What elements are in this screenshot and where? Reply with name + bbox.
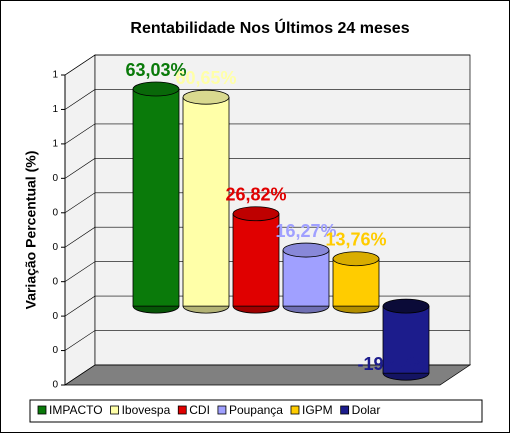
bar (182, 96, 230, 307)
data-label: -19,47% (357, 354, 424, 374)
legend-label: IMPACTO (49, 403, 103, 417)
legend-label: CDI (189, 403, 210, 417)
legend-swatch (217, 405, 227, 415)
bar (382, 305, 430, 374)
legend-swatch (340, 405, 350, 415)
grid-line (64, 158, 470, 179)
data-label: 26,82% (225, 184, 286, 204)
bar (132, 88, 180, 307)
grid-line (64, 54, 470, 76)
grid-line (64, 330, 470, 351)
legend-label: Dolar (352, 403, 381, 417)
y-tick-label: 0 (52, 242, 58, 253)
y-tick-label: 1 (52, 139, 58, 150)
y-tick-label: 0 (52, 380, 58, 391)
bar-cap (282, 242, 330, 258)
y-axis-label: Variação Percentual (%) (23, 151, 39, 310)
legend-swatch (290, 405, 300, 415)
bar (332, 258, 380, 307)
data-label: 60,65% (175, 68, 236, 88)
bar-cap (132, 81, 180, 97)
legend-label: Poupança (229, 403, 283, 417)
legend-label: IGPM (302, 403, 333, 417)
grid-line (64, 364, 470, 386)
data-label: 16,27% (275, 221, 336, 241)
side-wall (64, 54, 96, 386)
legend (29, 399, 483, 423)
legend-swatch (110, 405, 119, 415)
bar-cap (182, 89, 230, 105)
bar-cap (332, 251, 380, 267)
y-tick-label: 0 (52, 276, 58, 287)
grid-line (64, 89, 470, 110)
bar (232, 213, 280, 307)
chart-title: Rentabilidade Nos Últimos 24 meses (130, 18, 409, 37)
legend-swatch (37, 405, 47, 415)
y-tick-label: 1 (52, 70, 58, 81)
bar-cap (232, 206, 280, 222)
bar-cap (382, 298, 430, 314)
data-label: 63,03% (125, 60, 186, 80)
grid-line (64, 123, 470, 145)
legend-label: Ibovespa (122, 403, 171, 417)
y-tick-label: 0 (52, 173, 58, 184)
grid-line (64, 226, 470, 248)
y-tick-label: 0 (52, 345, 58, 356)
bar (282, 249, 330, 307)
legend-swatch (177, 405, 187, 415)
data-label: 13,76% (325, 229, 386, 249)
y-tick-label: 0 (52, 207, 58, 218)
y-tick-label: 1 (52, 104, 58, 115)
y-tick-label: 0 (52, 311, 58, 322)
grid-line (64, 192, 470, 214)
